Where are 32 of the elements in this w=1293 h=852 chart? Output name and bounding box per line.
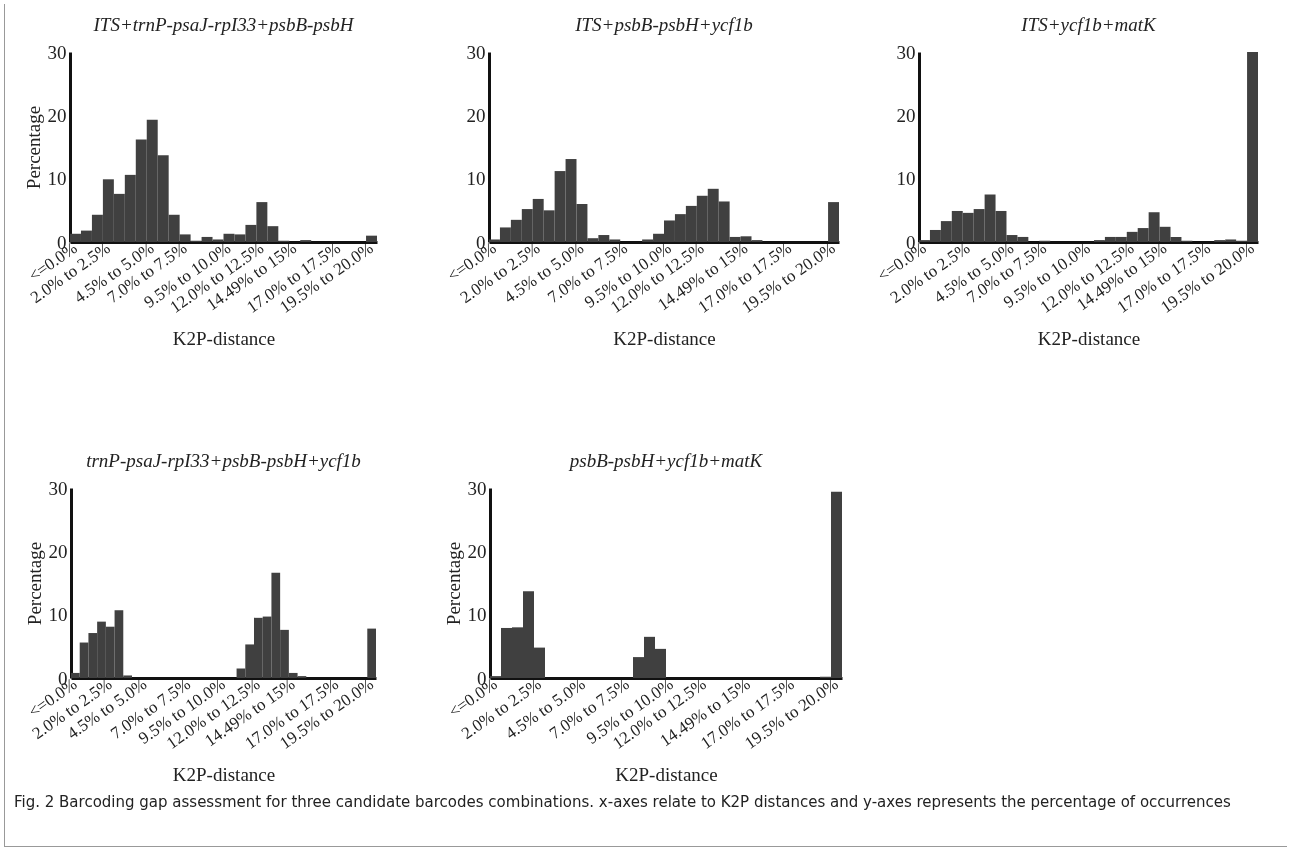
y-tick-label: 20 xyxy=(896,104,916,126)
y-tick-label: 30 xyxy=(466,41,486,63)
y-tick-label: 20 xyxy=(467,540,487,562)
x-axis-title: K2P-distance xyxy=(1037,327,1141,349)
x-axis-title: K2P-distance xyxy=(613,327,716,349)
chart-title: ITS+psbB-psbH+ycf1b xyxy=(574,14,753,35)
y-tick-label: 20 xyxy=(47,104,67,126)
bar xyxy=(366,235,377,242)
x-axis-title: K2P-distance xyxy=(172,327,276,349)
y-tick-label: 30 xyxy=(467,477,487,499)
x-axis-title: K2P-distance xyxy=(172,763,276,785)
y-axis-title: Percentage xyxy=(442,541,464,626)
chart-title: trnP-psaJ-rpI33+psbB-psbH+ycf1b xyxy=(86,450,361,471)
y-tick-label: 30 xyxy=(896,41,916,63)
x-axis-title: K2P-distance xyxy=(615,763,718,785)
y-tick-label: 20 xyxy=(48,540,68,562)
bar xyxy=(828,202,839,242)
y-tick-label: 30 xyxy=(47,41,67,63)
caption: Fig. 2 Barcoding gap assessment for three candidate barcodes combinations. x-axes relate to K2P distances and y-axes represents the percentage of occurrences xyxy=(14,792,1232,813)
y-tick-label: 10 xyxy=(466,168,486,190)
bar xyxy=(367,628,376,678)
chart-title: ITS+ycf1b+matK xyxy=(1020,14,1157,35)
y-tick-label: 10 xyxy=(467,604,487,626)
y-axis-title: Percentage xyxy=(22,105,44,190)
y-axis-title: Percentage xyxy=(23,541,45,626)
y-tick-label: 30 xyxy=(48,477,68,499)
y-tick-label: 10 xyxy=(896,168,916,190)
chart-title: ITS+trnP-psaJ-rpI33+psbB-psbH xyxy=(92,14,355,35)
y-tick-label: 10 xyxy=(48,604,68,626)
chart-title: psbB-psbH+ycf1b+matK xyxy=(567,450,764,471)
y-tick-label: 10 xyxy=(47,168,67,190)
y-tick-label: 20 xyxy=(466,104,486,126)
